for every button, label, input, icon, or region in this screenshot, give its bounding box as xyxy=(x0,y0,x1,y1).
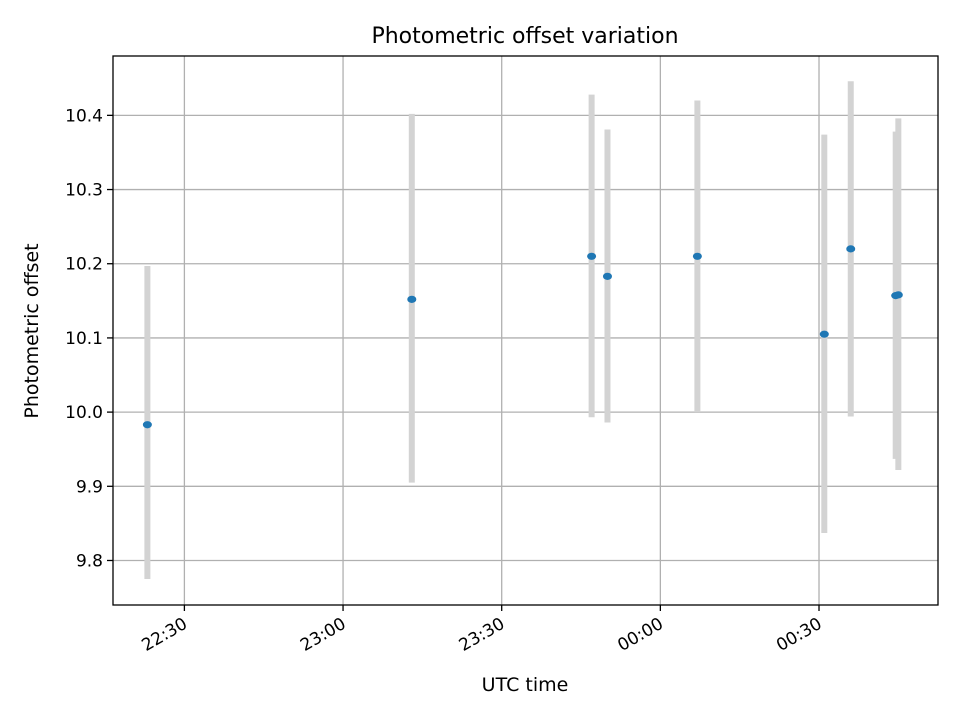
axis-ticks: 22:30 23:00 23:30 00:00 00:30 9.8 9.9 10.0 10.1 1… xyxy=(65,106,825,655)
data-point xyxy=(407,295,417,303)
data-point xyxy=(819,330,829,338)
data-point xyxy=(142,421,152,429)
data-point xyxy=(587,252,597,260)
chart-title: Photometric offset variation xyxy=(371,24,678,49)
x-tick-label: 23:30 xyxy=(456,614,508,656)
y-tick-label: 9.9 xyxy=(76,477,103,497)
grid-lines xyxy=(113,56,938,605)
x-tick-label: 00:30 xyxy=(773,614,825,656)
y-tick-label: 9.8 xyxy=(76,551,103,571)
y-tick-label: 10.0 xyxy=(65,403,103,423)
y-tick-label: 10.1 xyxy=(65,329,103,349)
x-tick-label: 22:30 xyxy=(138,614,190,656)
x-axis-label: UTC time xyxy=(482,674,569,696)
x-tick-label: 23:00 xyxy=(297,614,349,656)
data-point xyxy=(893,291,903,299)
data-points xyxy=(142,245,903,429)
plot-area-frame xyxy=(112,55,939,606)
data-point xyxy=(846,245,856,253)
data-point xyxy=(692,252,702,260)
x-tick-label: 00:00 xyxy=(614,614,666,656)
y-tick-label: 10.3 xyxy=(65,181,103,201)
data-point xyxy=(602,272,612,280)
y-tick-label: 10.4 xyxy=(65,106,103,126)
y-axis-label: Photometric offset xyxy=(21,243,43,418)
error-bars xyxy=(144,81,902,580)
y-tick-label: 10.2 xyxy=(65,255,103,275)
